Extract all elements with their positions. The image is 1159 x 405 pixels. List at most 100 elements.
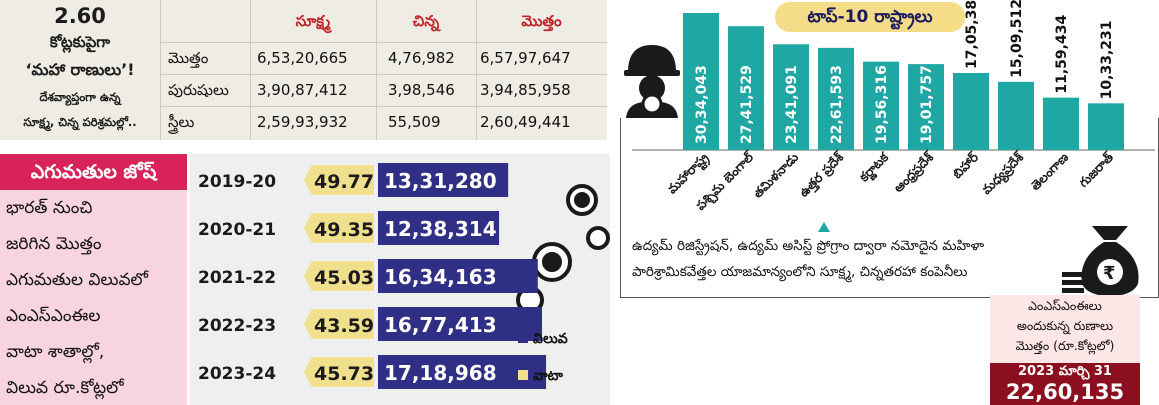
value-label: 12,38,314 — [384, 217, 497, 241]
worker-icon — [624, 45, 680, 118]
divider — [376, 0, 377, 140]
loans-label: మొత్తం (రూ.కోట్లలో) — [1015, 338, 1115, 353]
money-bag-icon: ₹ — [1062, 226, 1139, 296]
share-tag — [304, 309, 374, 339]
description-line: వాటా శాతాల్లో, — [6, 342, 105, 362]
bar — [773, 44, 809, 150]
table-cell: 2,59,93,932 — [257, 113, 348, 131]
value-label: 16,34,163 — [384, 265, 497, 289]
exports-title: ఎగుమతుల జోష్ — [30, 161, 157, 183]
msme-table-panel: 2.60 కోట్లకుపైగా ‘మహా రాణులు’! దేశవ్యాప్… — [0, 0, 607, 140]
divider — [476, 0, 477, 140]
bar — [908, 64, 944, 150]
intro-line: కోట్లకుపైగా — [49, 33, 111, 51]
table-row: పురుషులు 3,90,87,412 3,98,546 3,94,85,95… — [160, 74, 607, 107]
value-bar — [378, 211, 500, 245]
share-value: 45.73 — [314, 363, 374, 385]
value-label: 16,77,413 — [384, 313, 497, 337]
description-line: విలువ రూ.కోట్లలో — [6, 378, 124, 398]
year-label: 2023-24 — [198, 364, 276, 384]
table-cell: 6,53,20,665 — [257, 49, 348, 67]
description-line: జరిగిన మొత్తం — [6, 234, 102, 254]
bar — [1088, 103, 1124, 150]
loans-date: 2023 మార్చి 31 — [1018, 364, 1112, 379]
legend-swatch-share — [518, 370, 528, 380]
top10-title: టాప్-10 రాష్ట్రాలు — [775, 2, 965, 32]
intro-number: 2.60 — [54, 4, 106, 28]
share-tag — [304, 213, 374, 243]
value-label: 13,31,280 — [384, 169, 497, 193]
share-value: 45.03 — [314, 267, 374, 289]
table-row: స్త్రీలు 2,59,93,932 55,509 2,60,49,441 — [160, 106, 607, 139]
table-cell: 6,57,97,647 — [480, 49, 571, 67]
data-label: 17,05,385 — [964, 0, 980, 69]
gears-icon — [516, 184, 610, 314]
legend-value: విలువ — [533, 331, 568, 347]
description-line: ఎంఎస్ఎంఈల — [6, 306, 101, 326]
table-cell: 3,94,85,958 — [480, 81, 571, 99]
table-cell: 55,509 — [388, 113, 441, 131]
bar — [683, 12, 719, 151]
note-line: పారిశ్రామికవేత్తల యాజమాన్యంలోని సూక్ష్మ,… — [632, 264, 968, 280]
description-line: భారత్ నుంచి — [6, 198, 93, 218]
loans-label: ఎంఎస్ఎంఈలు — [1028, 298, 1102, 313]
description-line: ఎగుమతుల విలువలో — [6, 270, 149, 290]
table-intro: 2.60 కోట్లకుపైగా ‘మహా రాణులు’! దేశవ్యాప్… — [0, 0, 161, 140]
loans-label-box — [990, 295, 1140, 363]
intro-line: ‘మహా రాణులు’! — [25, 60, 135, 79]
share-value: 49.35 — [314, 219, 374, 241]
year-label: 2021-22 — [198, 268, 276, 288]
share-value: 43.59 — [314, 315, 374, 337]
share-value: 49.77 — [314, 171, 374, 193]
bar — [1043, 97, 1079, 150]
value-label: 17,18,968 — [384, 361, 497, 385]
table-cell: 3,98,546 — [388, 81, 455, 99]
triangle-marker-icon — [818, 222, 830, 232]
value-bar — [378, 163, 509, 197]
bar — [998, 81, 1034, 150]
data-label: 30,34,043 — [694, 65, 710, 144]
table-cell: 3,90,87,412 — [257, 81, 348, 99]
data-label: 27,41,529 — [739, 65, 755, 144]
data-label: 22,61,593 — [829, 65, 845, 144]
legend-swatch-value — [518, 333, 528, 343]
note-line: ఉద్యమ్ రిజిస్ట్రేషన్, ఉద్యమ్ అసిస్ట్ ప్ర… — [632, 238, 985, 254]
year-label: 2019-20 — [198, 172, 276, 192]
share-tag — [304, 261, 374, 291]
table-cell: 2,60,49,441 — [480, 113, 571, 131]
value-bar — [378, 307, 543, 341]
column-header: చిన్న — [412, 12, 440, 30]
data-label: 19,01,757 — [919, 65, 935, 144]
year-label: 2022-23 — [198, 316, 276, 336]
share-tag — [304, 165, 374, 195]
row-label: స్త్రీలు — [168, 113, 195, 131]
data-label: 19,56,316 — [874, 65, 890, 144]
intro-line: దేశవ్యాప్తంగా ఉన్న — [39, 90, 121, 104]
data-label: 23,41,091 — [784, 65, 800, 144]
data-label: 15,09,512 — [1009, 0, 1025, 78]
exports-description: భారత్ నుంచి జరిగిన మొత్తం ఎగుమతుల విలువల… — [0, 190, 187, 405]
column-header: మొత్తం — [521, 12, 562, 30]
loans-label: అందుకున్న రుణాలు — [1016, 318, 1114, 333]
bar — [818, 47, 854, 150]
row-label: మొత్తం — [168, 49, 209, 67]
year-label: 2020-21 — [198, 220, 276, 240]
legend-share: వాటా — [533, 368, 564, 384]
svg-text:₹: ₹ — [1103, 263, 1116, 284]
data-label: 11,59,434 — [1054, 15, 1070, 94]
table-row: మొత్తం 6,53,20,665 4,76,982 6,57,97,647 — [160, 42, 607, 75]
loans-value-box — [990, 363, 1140, 405]
data-label: 10,33,231 — [1099, 21, 1115, 100]
row-label: పురుషులు — [168, 81, 229, 99]
bar — [728, 26, 764, 151]
value-bar — [378, 259, 538, 293]
loans-value: 22,60,135 — [1005, 380, 1125, 404]
divider — [250, 0, 251, 140]
bar — [863, 61, 899, 150]
table-cell: 4,76,982 — [388, 49, 455, 67]
share-tag — [304, 357, 374, 387]
exports-title-box — [0, 154, 187, 190]
column-header: సూక్ష్మ — [295, 12, 331, 30]
intro-line: సూక్ష్మ, చిన్న పరిశ్రమల్లో.. — [23, 115, 137, 129]
